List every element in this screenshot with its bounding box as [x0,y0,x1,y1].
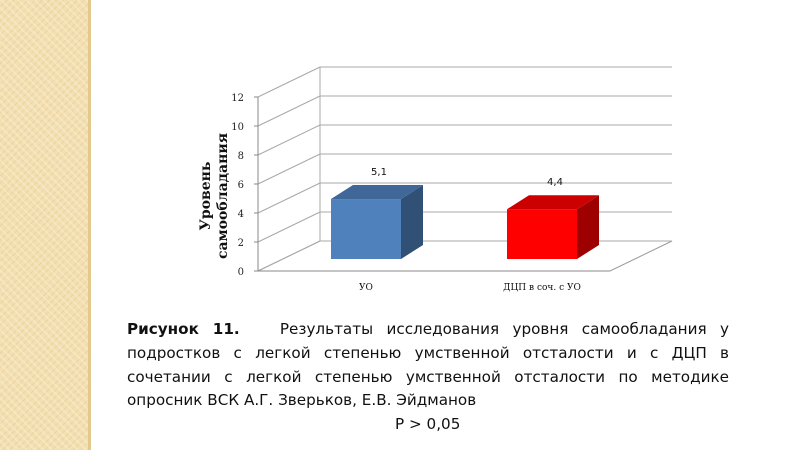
bar-top-2 [507,195,599,210]
x-tick-label: УО [359,283,373,293]
bar-side-1 [401,185,423,259]
side-wall-gridline [257,95,321,127]
p-value: P > 0,05 [395,415,461,433]
y-tick-label: 8 [238,151,244,162]
bar-chart: 0 2 4 6 8 10 12 Уровеньсамообладания 5,1 УО 4,4 ДЦП… [198,66,673,293]
y-tick-label: 2 [238,238,244,249]
y-axis-title-line: самообладания [215,133,231,259]
bar-top-1 [331,185,423,200]
bar-side-2 [577,195,599,259]
y-tick-label: 4 [238,209,244,220]
y-tick-label: 0 [238,267,244,278]
y-axis-title: Уровеньсамообладания [198,133,231,259]
figure-caption: Рисунок 11. Результаты исследования уров… [127,318,729,413]
side-wall-gridline [257,211,321,243]
side-wall-gridline [257,66,321,98]
bar-1 [331,199,401,259]
y-tick-label: 10 [231,122,244,133]
decorative-side-line [88,0,91,450]
decorative-side-strip [0,0,88,450]
chart-floor [257,240,673,272]
figure-caption-text: Результаты исследования уровня самооблад… [127,320,729,410]
figure-label: Рисунок 11. [127,320,240,338]
data-label: 5,1 [371,167,387,178]
side-wall-gridline [257,240,321,272]
side-wall-gridline [257,124,321,156]
side-wall-gridline [257,153,321,185]
x-tick-label: ДЦП в соч. с УО [503,283,581,293]
y-tick-label: 12 [231,93,244,104]
data-label: 4,4 [547,177,563,188]
bar-2 [507,209,577,259]
y-tick-label: 6 [238,180,244,191]
side-wall-gridline [257,182,321,214]
y-axis-title-line: Уровень [198,162,214,231]
